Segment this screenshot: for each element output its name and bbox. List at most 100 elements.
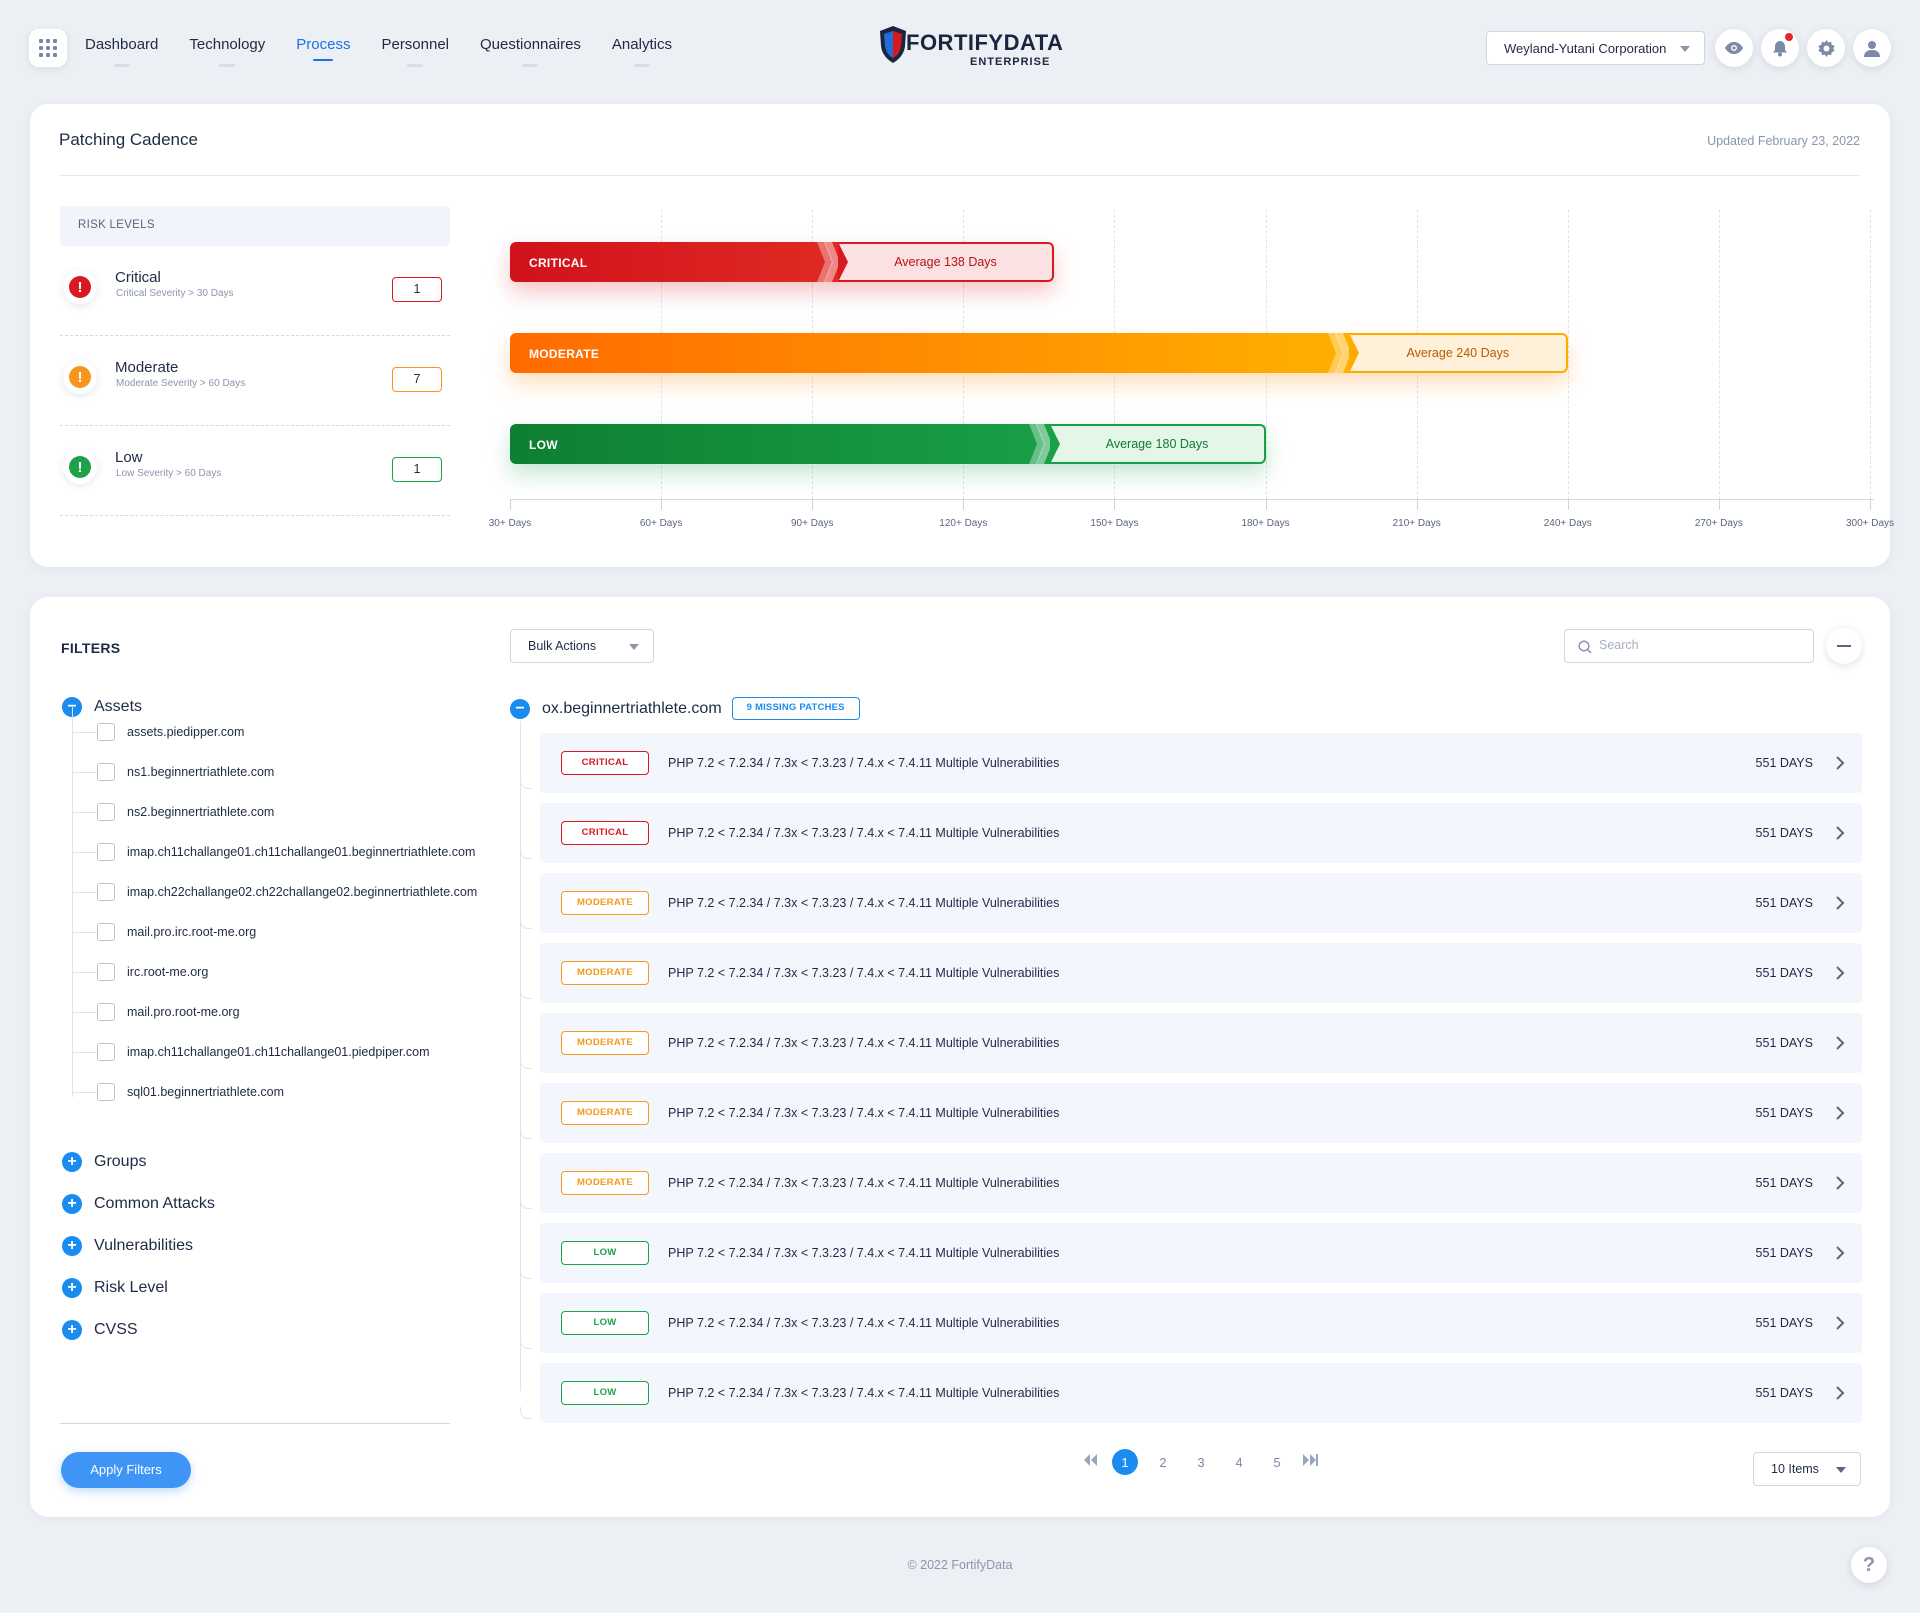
risk-count-badge[interactable]: 1 [392, 277, 442, 302]
apply-filters-button[interactable]: Apply Filters [61, 1452, 191, 1488]
minus-circle-icon[interactable]: − [510, 698, 530, 719]
asset-filter-item[interactable]: imap.ch22challange02.ch22challange02.beg… [72, 883, 477, 901]
chevron-right-icon[interactable] [1835, 755, 1845, 771]
plus-circle-icon[interactable]: + [62, 1194, 82, 1214]
asset-filter-item[interactable]: assets.piedipper.com [72, 723, 244, 741]
risk-subtitle: Moderate Severity > 60 Days [116, 378, 246, 389]
patch-row[interactable]: LOW PHP 7.2 < 7.2.34 / 7.3x < 7.3.23 / 7.… [520, 1223, 1862, 1283]
search-box[interactable] [1564, 629, 1814, 663]
chevron-right-icon[interactable] [1835, 1035, 1845, 1051]
asset-filter-item[interactable]: mail.pro.root-me.org [72, 1003, 240, 1021]
patch-row[interactable]: MODERATE PHP 7.2 < 7.2.34 / 7.3x < 7.3.23… [520, 1083, 1862, 1143]
search-input[interactable] [1599, 638, 1799, 652]
nav-technology[interactable]: Technology [189, 36, 265, 67]
asset-filter-item[interactable]: sql01.beginnertriathlete.com [72, 1083, 284, 1101]
severity-badge: LOW [561, 1241, 649, 1265]
last-page-icon[interactable] [1302, 1453, 1318, 1472]
filter-group-common-attacks[interactable]: + Common Attacks [62, 1194, 215, 1214]
user-icon[interactable] [1853, 29, 1891, 67]
asset-filter-item[interactable]: imap.ch11challange01.ch11challange01.pie… [72, 1043, 430, 1061]
bell-icon[interactable] [1761, 29, 1799, 67]
page-1[interactable]: 1 [1112, 1449, 1138, 1475]
checkbox[interactable] [97, 1003, 115, 1021]
first-page-icon[interactable] [1082, 1453, 1098, 1472]
asset-filter-item[interactable]: imap.ch11challange01.ch11challange01.beg… [72, 843, 475, 861]
risk-count-badge[interactable]: 7 [392, 367, 442, 392]
filter-group-label: Assets [94, 698, 143, 715]
bar-moderate[interactable]: MODERATE Average 240 Days [510, 333, 1568, 373]
asset-filter-item[interactable]: mail.pro.irc.root-me.org [72, 923, 256, 941]
page-4[interactable]: 4 [1235, 1454, 1243, 1470]
checkbox[interactable] [97, 803, 115, 821]
patch-title: PHP 7.2 < 7.2.34 / 7.3x < 7.3.23 / 7.4.x… [668, 826, 1060, 840]
patch-row[interactable]: CRITICAL PHP 7.2 < 7.2.34 / 7.3x < 7.3.23… [520, 733, 1862, 793]
fortifydata-logo[interactable]: FORTIFYDATA ENTERPRISE [876, 22, 1063, 72]
nav-personnel[interactable]: Personnel [381, 36, 449, 67]
apps-grid-icon[interactable] [29, 29, 67, 67]
plus-circle-icon[interactable]: + [62, 1236, 82, 1256]
nav-questionnaires[interactable]: Questionnaires [480, 36, 581, 67]
nav-analytics[interactable]: Analytics [612, 36, 672, 67]
chevron-right-icon[interactable] [1835, 965, 1845, 981]
risk-levels-header: RISK LEVELS [60, 206, 450, 246]
checkbox[interactable] [97, 883, 115, 901]
chevron-right-icon[interactable] [1835, 1315, 1845, 1331]
patch-row[interactable]: LOW PHP 7.2 < 7.2.34 / 7.3x < 7.3.23 / 7.… [520, 1293, 1862, 1353]
nav-dashboard[interactable]: Dashboard [85, 36, 158, 67]
bar-low[interactable]: LOW Average 180 Days [510, 424, 1266, 464]
patch-row[interactable]: CRITICAL PHP 7.2 < 7.2.34 / 7.3x < 7.3.23… [520, 803, 1862, 863]
filter-group-cvss[interactable]: + CVSS [62, 1320, 138, 1340]
bar-critical[interactable]: CRITICAL Average 138 Days [510, 242, 1054, 282]
nav-process[interactable]: Process [296, 36, 350, 63]
asset-filter-item[interactable]: ns2.beginnertriathlete.com [72, 803, 274, 821]
chevron-right-icon[interactable] [1835, 825, 1845, 841]
filter-group-risk-level[interactable]: + Risk Level [62, 1278, 168, 1298]
checkbox[interactable] [97, 763, 115, 781]
checkbox[interactable] [97, 963, 115, 981]
page-2[interactable]: 2 [1159, 1454, 1167, 1470]
severity-badge: MODERATE [561, 891, 649, 915]
help-button[interactable]: ? [1851, 1547, 1887, 1583]
patch-row[interactable]: MODERATE PHP 7.2 < 7.2.34 / 7.3x < 7.3.23… [520, 873, 1862, 933]
checkbox[interactable] [97, 1083, 115, 1101]
collapse-button[interactable] [1826, 628, 1862, 664]
risk-count-badge[interactable]: 1 [392, 457, 442, 482]
axis-tick [1416, 500, 1418, 510]
host-header[interactable]: − ox.beginnertriathlete.com 9 MISSING PA… [510, 697, 860, 720]
bulk-actions-select[interactable]: Bulk Actions [510, 629, 654, 663]
patch-title: PHP 7.2 < 7.2.34 / 7.3x < 7.3.23 / 7.4.x… [668, 1246, 1060, 1260]
checkbox[interactable] [97, 723, 115, 741]
checkbox[interactable] [97, 843, 115, 861]
patch-row[interactable]: LOW PHP 7.2 < 7.2.34 / 7.3x < 7.3.23 / 7.… [520, 1363, 1862, 1423]
chevron-right-icon[interactable] [1835, 1385, 1845, 1401]
patch-row[interactable]: MODERATE PHP 7.2 < 7.2.34 / 7.3x < 7.3.23… [520, 1013, 1862, 1073]
patch-row[interactable]: MODERATE PHP 7.2 < 7.2.34 / 7.3x < 7.3.23… [520, 943, 1862, 1003]
patch-age: 551 DAYS [1755, 1246, 1813, 1260]
filter-group-vulnerabilities[interactable]: + Vulnerabilities [62, 1236, 193, 1256]
chevron-right-icon[interactable] [1835, 1175, 1845, 1191]
filter-group-assets[interactable]: − Assets [62, 697, 142, 717]
bar-category-label: MODERATE [529, 347, 600, 361]
plus-circle-icon[interactable]: + [62, 1152, 82, 1172]
patch-title: PHP 7.2 < 7.2.34 / 7.3x < 7.3.23 / 7.4.x… [668, 1316, 1060, 1330]
checkbox[interactable] [97, 1043, 115, 1061]
asset-filter-item[interactable]: ns1.beginnertriathlete.com [72, 763, 274, 781]
plus-circle-icon[interactable]: + [62, 1320, 82, 1340]
page-5[interactable]: 5 [1273, 1454, 1281, 1470]
page-3[interactable]: 3 [1197, 1454, 1205, 1470]
plus-circle-icon[interactable]: + [62, 1278, 82, 1298]
chevron-right-icon[interactable] [1835, 1245, 1845, 1261]
bulk-actions-label: Bulk Actions [528, 639, 597, 653]
gear-icon[interactable] [1807, 29, 1845, 67]
chevron-right-icon[interactable] [1835, 895, 1845, 911]
eye-icon[interactable] [1715, 29, 1753, 67]
items-per-page-select[interactable]: 10 Items [1753, 1452, 1861, 1486]
patch-row[interactable]: MODERATE PHP 7.2 < 7.2.34 / 7.3x < 7.3.23… [520, 1153, 1862, 1213]
chevron-right-icon[interactable] [1835, 1105, 1845, 1121]
tree-branch [520, 987, 532, 999]
search-icon [1578, 640, 1592, 654]
asset-filter-item[interactable]: irc.root-me.org [72, 963, 208, 981]
checkbox[interactable] [97, 923, 115, 941]
organization-select[interactable]: Weyland-Yutani Corporation [1486, 31, 1705, 65]
filter-group-groups[interactable]: + Groups [62, 1152, 146, 1172]
